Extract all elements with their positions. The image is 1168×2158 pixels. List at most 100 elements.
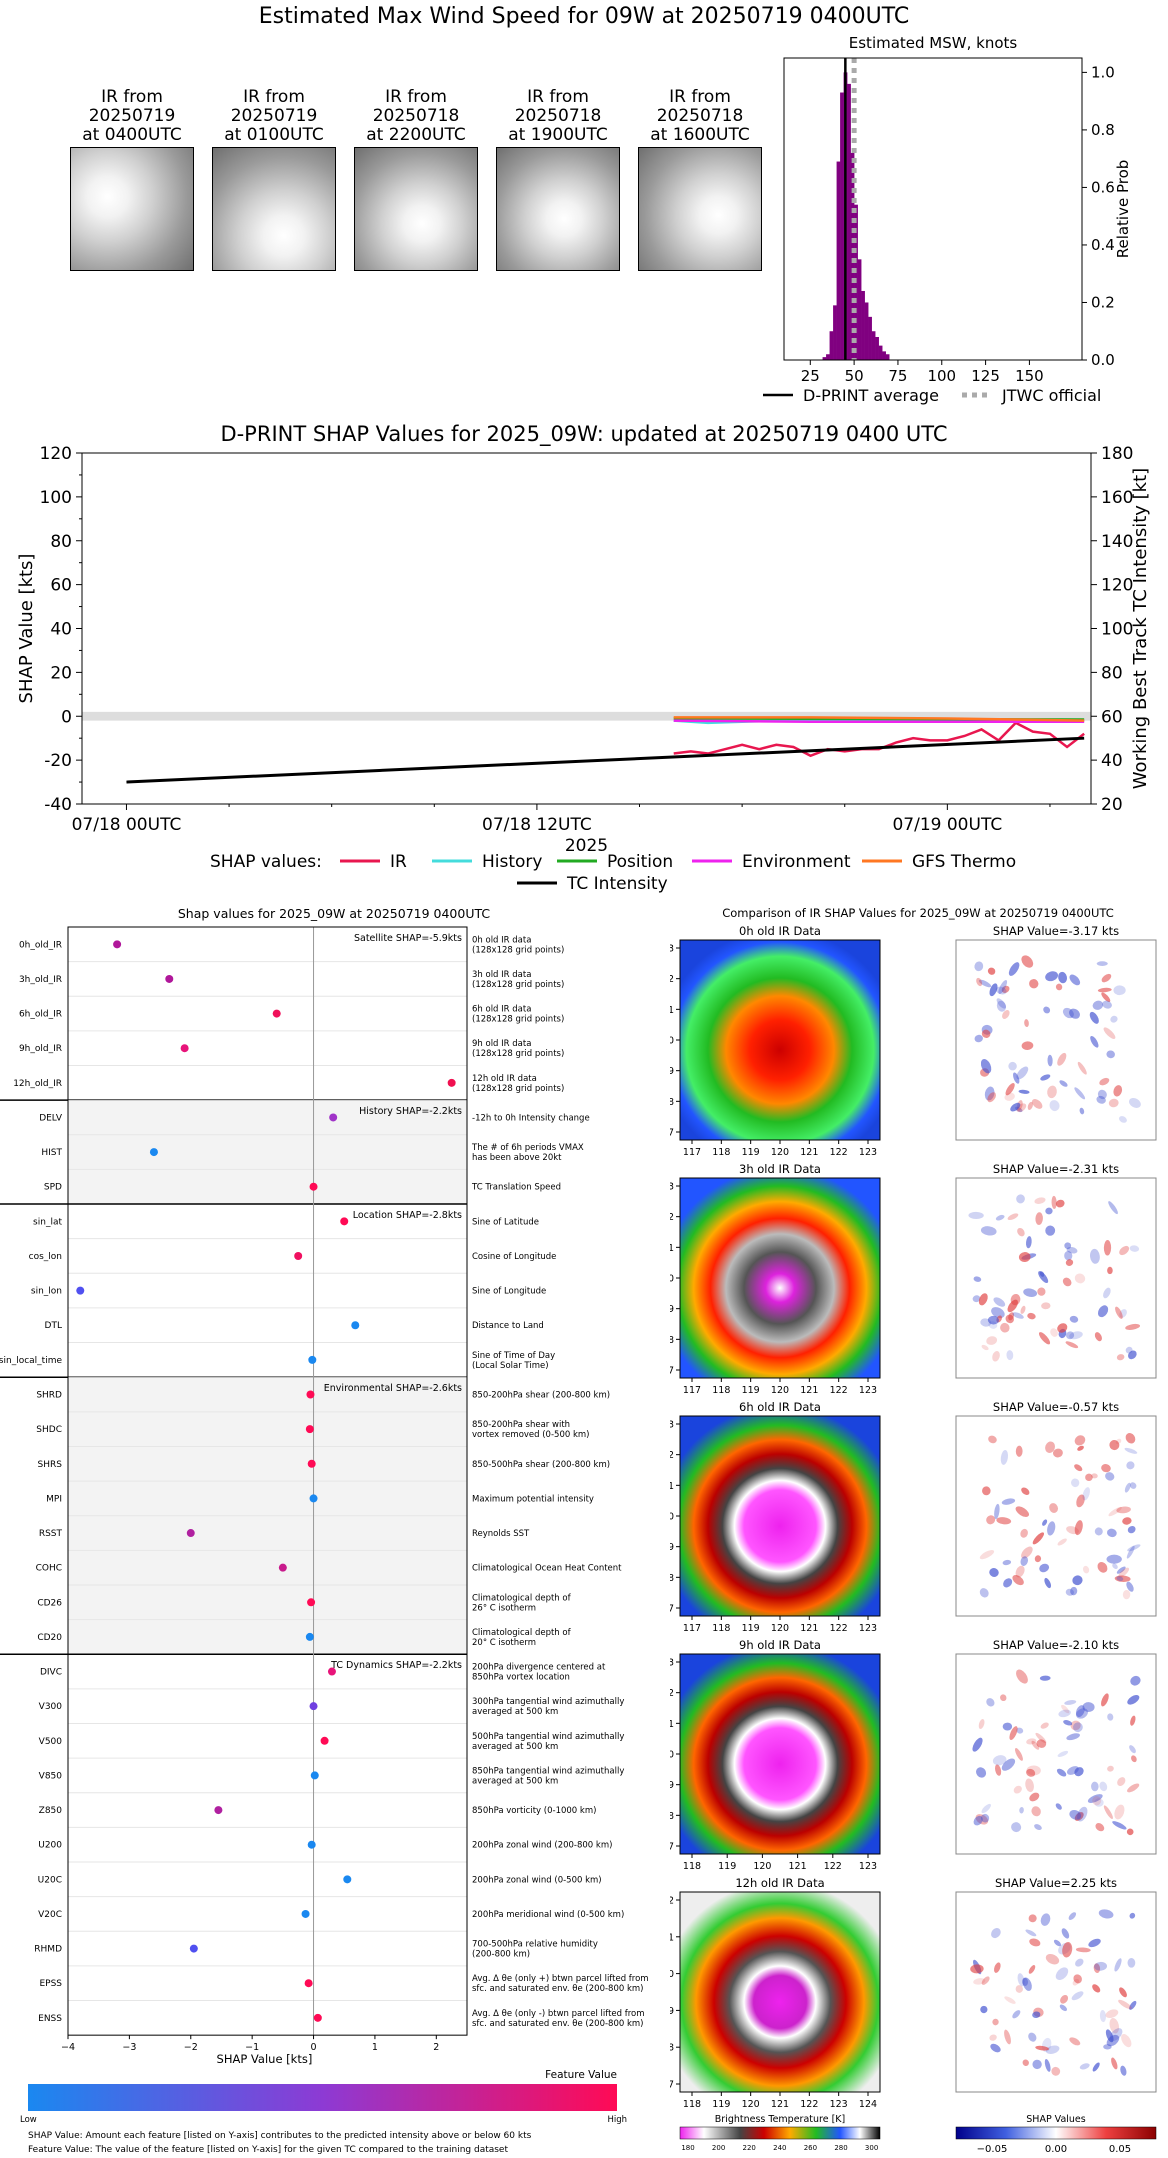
ir-y-tick-label: 18	[670, 1097, 674, 1108]
ir-y-tick-label: 17	[670, 1366, 674, 1377]
shap-blob	[1094, 1527, 1103, 1536]
feature-description: 6h old IR data (128x128 grid points)	[472, 1005, 564, 1025]
shap-blob	[1055, 1199, 1065, 1208]
y-axis-label: Relative Prob	[1114, 160, 1132, 259]
feature-name: SHRS	[38, 1460, 63, 1470]
histogram-bar	[829, 331, 834, 360]
shap-blob	[973, 1276, 982, 1282]
feature-description: Climatological depth of 26° C isotherm	[472, 1593, 572, 1613]
shap-blob	[1122, 1589, 1131, 1600]
shap-blob	[1051, 2066, 1061, 2076]
y2-tick-label: 120	[1101, 576, 1133, 596]
feature-description-line: averaged at 500 km	[472, 1742, 558, 1752]
group-label: History SHAP=-2.2kts	[359, 1106, 462, 1117]
shap-blob	[1008, 1061, 1017, 1071]
shap-blob	[987, 1092, 997, 1103]
ir-x-tick-label: 124	[859, 2099, 877, 2110]
ir-x-tick-label: 123	[859, 1861, 877, 1872]
shap-blob	[978, 979, 992, 988]
shap-blob	[1075, 1958, 1084, 1967]
shap-blob	[992, 2018, 999, 2026]
feature-description: TC Translation Speed	[471, 1183, 561, 1193]
shap-blob	[1026, 1768, 1036, 1777]
ir-panel-image	[679, 1891, 881, 2093]
x-tick-label: −4	[61, 2042, 75, 2053]
ir-x-tick-label: 118	[683, 2099, 701, 2110]
shap-blob	[1079, 2063, 1090, 2070]
ir-thumb-label: IR from 20250718 at 1900UTC	[488, 88, 628, 145]
shap-blob	[1028, 2032, 1037, 2042]
shap-blob	[1066, 1733, 1080, 1741]
ir-thumb-label: IR from 20250718 at 1600UTC	[630, 88, 770, 145]
zero-band	[82, 711, 1091, 721]
histogram-bar	[822, 357, 827, 360]
shap-blob	[1004, 2029, 1011, 2045]
feature-description: Avg. Δ θe (only -) btwn parcel lifted fr…	[472, 2009, 645, 2029]
ir-thumb-label-line: at 1900UTC	[508, 125, 608, 145]
shap-blob	[1016, 1669, 1028, 1684]
shap-blob	[1018, 1252, 1031, 1263]
x-tick-label: 07/19 00UTC	[892, 815, 1002, 835]
ir-thumb-label-line: 20250718	[514, 106, 602, 126]
feature-description: 850-200hPa shear with vortex removed (0-5…	[472, 1420, 589, 1440]
shap-tick-label: −0.05	[977, 2144, 1008, 2155]
shap-blob	[1129, 1745, 1136, 1754]
feature-name: V500	[39, 1737, 63, 1747]
feature-name: 0h_old_IR	[19, 940, 62, 950]
shap-blob	[1108, 1201, 1118, 1215]
feature-point	[307, 1840, 316, 1849]
x-tick-label: 07/18 12UTC	[482, 815, 592, 835]
shap-blob	[1093, 1963, 1101, 1973]
shap-blob	[989, 1568, 999, 1577]
ir-y-tick-label: 20	[670, 1969, 674, 1980]
shap-blob	[1015, 1445, 1023, 1457]
feature-description: 200hPa divergence centered at 850hPa vort…	[472, 1663, 606, 1683]
shap-blob	[1075, 1947, 1091, 1953]
y-tick-label: 0.6	[1091, 178, 1115, 196]
shap-blob	[1020, 1556, 1028, 1566]
shap-blob	[1032, 1099, 1043, 1109]
feature-description-line: 200hPa zonal wind (200-800 km)	[472, 1841, 612, 1851]
shap-blob	[1126, 1581, 1134, 1592]
ir-x-tick-label: 120	[771, 1385, 789, 1396]
feature-name: V300	[39, 1702, 63, 1712]
legend-average-label: D-PRINT average	[803, 386, 939, 405]
feature-point	[272, 1009, 281, 1018]
shap-blob	[982, 1486, 991, 1496]
bt-tick-label: 280	[834, 2144, 847, 2152]
feature-description-line: 300hPa tangential wind azimuthally	[472, 1697, 624, 1707]
shap-blob	[1064, 1700, 1077, 1705]
shap-blob	[980, 2005, 988, 2014]
ir-thumb-label-line: 20250719	[230, 106, 318, 126]
ir-thumb-label: IR from 20250719 at 0100UTC	[204, 88, 344, 145]
histogram-bar	[840, 92, 844, 360]
shap-colorbar	[955, 2126, 1157, 2140]
ir-y-tick-label: 17	[670, 1842, 674, 1853]
shap-blob	[973, 1815, 983, 1826]
y-tick-label: 0.4	[1091, 236, 1115, 254]
feature-name: CD20	[37, 1633, 62, 1643]
shap-blob	[1027, 1101, 1033, 1110]
shap-blob	[1064, 1250, 1073, 1261]
ir-x-tick-label: 118	[712, 1147, 730, 1158]
feature-point	[186, 1529, 195, 1538]
feature-name: sin_local_time	[0, 1356, 62, 1366]
feature-description-line: averaged at 500 km	[472, 1707, 558, 1717]
shap-blob	[1025, 1778, 1034, 1793]
feature-point	[313, 2013, 322, 2022]
series-environment	[673, 719, 1085, 723]
histogram-bar	[826, 354, 830, 360]
ir-x-tick-label: 122	[830, 1623, 848, 1634]
shap-blob	[1102, 1000, 1112, 1009]
shap-blob	[1099, 2010, 1106, 2023]
ir-x-tick-label: 122	[830, 1385, 848, 1396]
feature-point	[343, 1875, 352, 1884]
feature-name: SPD	[44, 1183, 62, 1193]
feature-name: V850	[39, 1771, 63, 1781]
shap-blob	[1119, 1309, 1127, 1318]
shap-blob	[1044, 2059, 1051, 2072]
x-tick-label: 1	[372, 2042, 378, 2053]
shap-blob	[1122, 1517, 1132, 1525]
feature-point	[307, 1598, 316, 1607]
shap-blob	[1040, 1722, 1049, 1729]
